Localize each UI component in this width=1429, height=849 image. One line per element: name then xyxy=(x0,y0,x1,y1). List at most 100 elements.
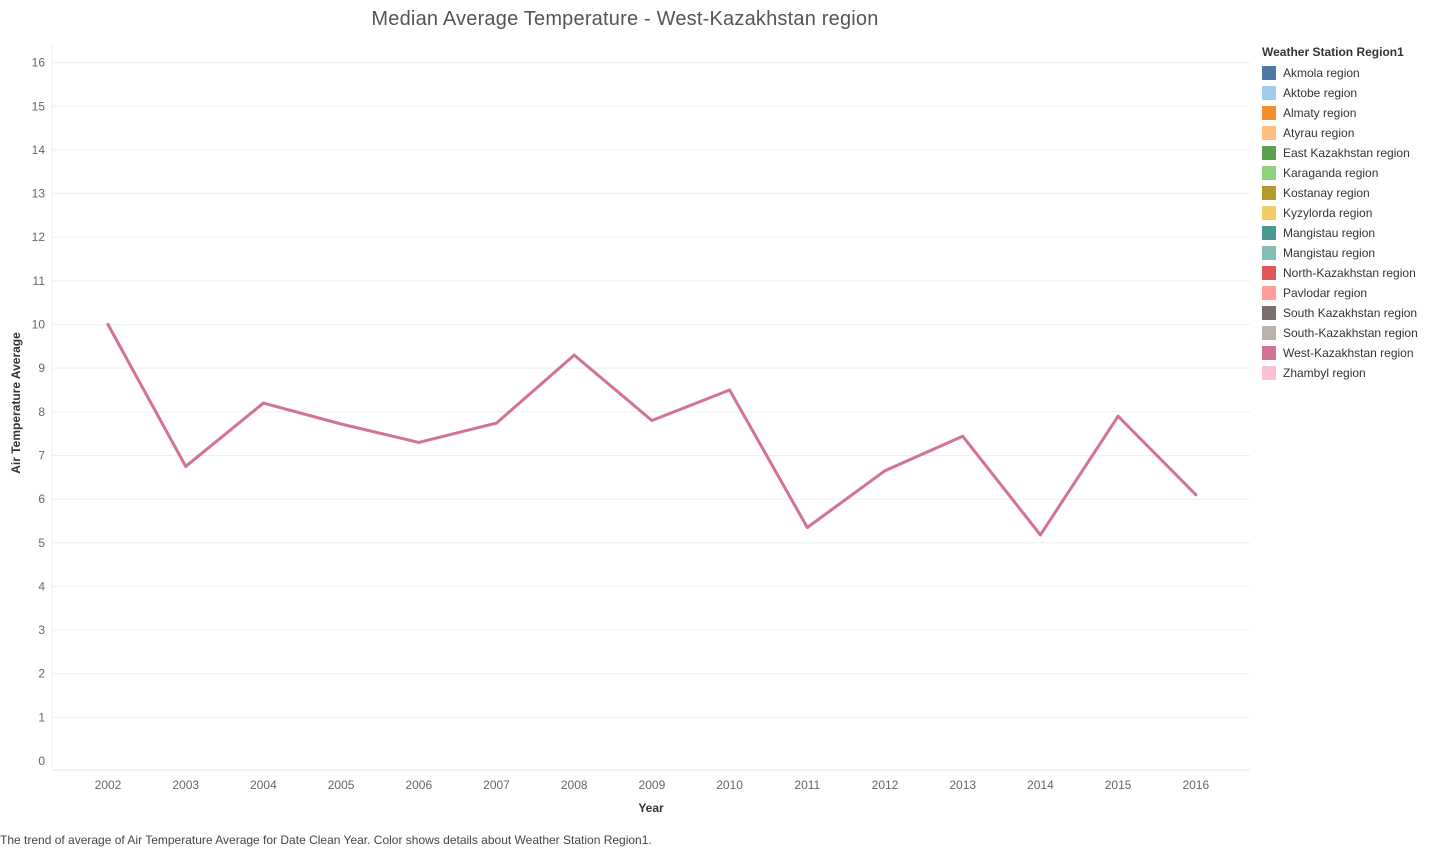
x-axis-title: Year xyxy=(638,801,664,815)
y-tick-label: 4 xyxy=(38,579,45,593)
legend-title: Weather Station Region1 xyxy=(1262,45,1404,59)
legend-item[interactable]: Kyzylorda region xyxy=(1262,203,1429,223)
legend-label: East Kazakhstan region xyxy=(1283,146,1410,160)
x-tick-label: 2007 xyxy=(483,778,510,792)
legend-item[interactable]: Zhambyl region xyxy=(1262,363,1429,383)
y-tick-label: 12 xyxy=(32,230,46,244)
y-tick-label: 15 xyxy=(32,99,46,113)
legend-swatch xyxy=(1262,286,1276,300)
legend-swatch xyxy=(1262,226,1276,240)
y-tick-label: 11 xyxy=(33,274,46,288)
legend-swatch xyxy=(1262,346,1276,360)
legend-label: Aktobe region xyxy=(1283,86,1358,100)
series-line[interactable] xyxy=(106,323,1198,537)
y-tick-label: 1 xyxy=(38,710,45,724)
data-point[interactable] xyxy=(728,388,732,392)
data-point[interactable] xyxy=(495,421,498,425)
legend-item[interactable]: Almaty region xyxy=(1262,103,1429,123)
legend-item[interactable]: East Kazakhstan region xyxy=(1262,143,1429,163)
x-tick-label: 2003 xyxy=(172,778,199,792)
data-point[interactable] xyxy=(417,440,421,444)
legend-swatch xyxy=(1262,86,1276,100)
legend-label: Zhambyl region xyxy=(1283,366,1366,380)
legend-item[interactable]: North-Kazakhstan region xyxy=(1262,263,1429,283)
legend-swatch xyxy=(1262,266,1276,280)
legend-item[interactable]: Mangistau region xyxy=(1262,223,1429,243)
data-point[interactable] xyxy=(184,464,188,468)
legend-item[interactable]: Atyrau region xyxy=(1262,123,1429,143)
legend-item[interactable]: South-Kazakhstan region xyxy=(1262,323,1429,343)
y-tick-label: 3 xyxy=(38,623,45,637)
data-point[interactable] xyxy=(961,434,965,438)
x-tick-label: 2004 xyxy=(250,778,277,792)
gridlines xyxy=(52,62,1250,718)
x-tick-label: 2002 xyxy=(95,778,122,792)
data-point[interactable] xyxy=(1038,533,1042,537)
legend-item[interactable]: Kostanay region xyxy=(1262,183,1429,203)
legend-item[interactable]: West-Kazakhstan region xyxy=(1262,343,1429,363)
legend-swatch xyxy=(1262,126,1276,140)
y-tick-label: 10 xyxy=(32,318,46,332)
y-tick-label: 8 xyxy=(38,405,45,419)
legend-swatch xyxy=(1262,306,1276,320)
y-tick-label: 13 xyxy=(32,187,46,201)
x-tick-label: 2009 xyxy=(639,778,666,792)
legend-label: South Kazakhstan region xyxy=(1283,306,1418,320)
y-axis-title: Air Temperature Average xyxy=(9,332,23,474)
legend-swatch xyxy=(1262,146,1276,160)
legend-swatch xyxy=(1262,186,1276,200)
y-tick-label: 0 xyxy=(38,754,45,768)
data-point[interactable] xyxy=(572,353,576,357)
data-point[interactable] xyxy=(1194,493,1198,497)
legend-label: Mangistau region xyxy=(1283,246,1376,260)
legend-item[interactable]: Pavlodar region xyxy=(1262,283,1429,303)
legend-label: North-Kazakhstan region xyxy=(1283,266,1416,280)
x-tick-label: 2012 xyxy=(872,778,899,792)
data-point[interactable] xyxy=(805,525,809,529)
chart-title: Median Average Temperature - West-Kazakh… xyxy=(371,8,879,30)
legend-swatch xyxy=(1262,166,1276,180)
plot-area xyxy=(51,44,1250,771)
x-tick-label: 2015 xyxy=(1105,778,1132,792)
legend-label: South-Kazakhstan region xyxy=(1283,326,1418,340)
legend-item[interactable]: Karaganda region xyxy=(1262,163,1429,183)
data-point[interactable] xyxy=(106,323,110,326)
legend-item[interactable]: Akmola region xyxy=(1262,63,1429,83)
x-tick-label: 2016 xyxy=(1182,778,1209,792)
x-axis: 2002 2003 2004 2005 2006 2007 2008 2009 2010 2011… xyxy=(95,778,1210,792)
x-tick-label: 2006 xyxy=(405,778,432,792)
legend-label: West-Kazakhstan region xyxy=(1283,346,1414,360)
legend-swatch xyxy=(1262,206,1276,220)
y-tick-label: 16 xyxy=(32,56,46,70)
data-point[interactable] xyxy=(650,419,654,423)
x-tick-label: 2010 xyxy=(716,778,743,792)
legend-swatch xyxy=(1262,246,1276,260)
legend-swatch xyxy=(1262,106,1276,120)
data-point[interactable] xyxy=(339,422,343,426)
y-tick-label: 5 xyxy=(38,536,45,550)
series-layer xyxy=(106,323,1198,537)
legend-label: Akmola region xyxy=(1283,66,1360,80)
y-tick-label: 14 xyxy=(32,143,46,157)
legend-swatch xyxy=(1262,66,1276,80)
data-point[interactable] xyxy=(883,469,887,473)
legend-label: Almaty region xyxy=(1283,106,1357,120)
y-tick-label: 9 xyxy=(38,361,45,375)
data-point[interactable] xyxy=(1116,414,1120,418)
legend-item[interactable]: South Kazakhstan region xyxy=(1262,303,1429,323)
x-tick-label: 2013 xyxy=(949,778,976,792)
x-tick-label: 2005 xyxy=(328,778,355,792)
x-tick-label: 2014 xyxy=(1027,778,1054,792)
legend-label: Kostanay region xyxy=(1283,186,1370,200)
legend-label: Karaganda region xyxy=(1283,166,1379,180)
legend-items: Akmola region Aktobe region Almaty region A… xyxy=(1262,63,1429,383)
chart-caption: The trend of average of Air Temperature … xyxy=(0,833,652,847)
legend-item[interactable]: Aktobe region xyxy=(1262,83,1429,103)
x-tick-label: 2008 xyxy=(561,778,588,792)
legend-label: Kyzylorda region xyxy=(1283,206,1373,220)
y-tick-label: 7 xyxy=(38,448,45,462)
legend-item[interactable]: Mangistau region xyxy=(1262,243,1429,263)
data-point[interactable] xyxy=(261,401,265,405)
